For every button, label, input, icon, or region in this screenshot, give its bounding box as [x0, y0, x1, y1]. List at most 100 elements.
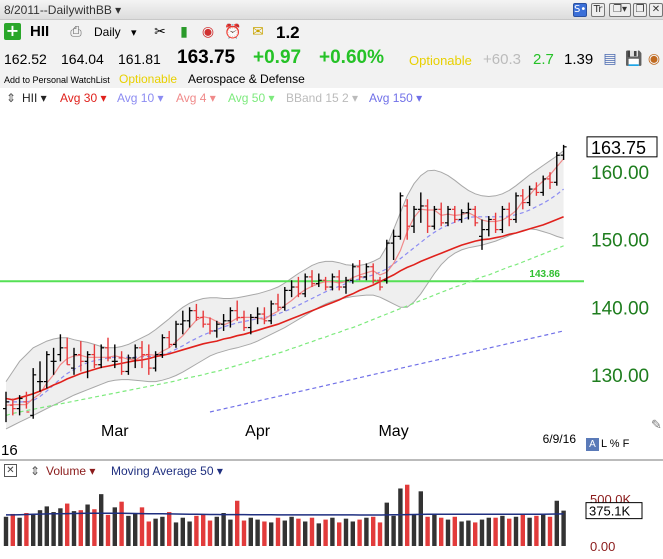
ohlc-bar — [547, 172, 553, 190]
period-select[interactable]: Daily — [94, 25, 121, 39]
ohlc-bar — [71, 347, 77, 375]
pencil-icon[interactable]: ✎ — [651, 418, 662, 433]
volume-axis-tick: 0.00 — [590, 539, 615, 554]
legend-avg50[interactable]: Avg 50 ▾ — [228, 91, 275, 105]
legend-bband[interactable]: BBand 15 2 ▾ — [286, 91, 359, 105]
volume-bar — [350, 521, 355, 546]
avg50-line — [5, 245, 564, 416]
ohlc-bar — [445, 205, 451, 227]
volume-bar — [24, 513, 29, 546]
volume-bar — [337, 522, 342, 546]
volume-bar — [296, 518, 301, 546]
last-price: 163.75 — [177, 47, 236, 68]
ratio-value: 1.2 — [276, 23, 300, 42]
legend-avg30[interactable]: Avg 30 ▾ — [60, 91, 107, 105]
ohlc-bar — [506, 202, 513, 227]
legend-volume[interactable]: Volume ▾ — [46, 464, 96, 478]
draw-tool-icon[interactable]: ✂ — [154, 24, 166, 40]
last-price-box — [586, 136, 658, 158]
add-watchlist-link[interactable]: Add to Personal WatchList — [4, 75, 110, 85]
ohlc-bar — [336, 270, 343, 291]
legend-avg4[interactable]: Avg 4 ▾ — [176, 91, 216, 105]
legend-avg150[interactable]: Avg 150 ▾ — [369, 91, 423, 105]
volume-ma-line — [6, 512, 564, 516]
price-chart[interactable]: 143.86 130.00 140.00 150.00 160.00 163.75 Mar… — [0, 108, 663, 459]
close-panel-icon[interactable]: ✕ — [4, 464, 17, 477]
close-icon[interactable]: ✕ — [649, 3, 663, 17]
volume-bar — [432, 513, 437, 546]
volume-bar — [65, 503, 70, 546]
palette-icon[interactable]: ◉ — [647, 51, 661, 67]
volume-bar — [398, 488, 403, 546]
ohlc-bar — [315, 273, 322, 288]
ohlc-bar — [145, 344, 152, 375]
ohlc-bar — [43, 351, 50, 389]
legend-symbol[interactable]: HII ▾ — [22, 91, 47, 105]
ohlc-bar — [220, 314, 227, 331]
volume-bar — [214, 516, 219, 546]
ohlc-bar — [404, 199, 411, 240]
maximize-icon[interactable]: ❐ — [633, 3, 647, 17]
save-icon[interactable]: 💾 — [625, 51, 643, 67]
volume-bar — [452, 516, 457, 546]
legend-avg10[interactable]: Avg 10 ▾ — [117, 91, 164, 105]
volume-bar — [85, 504, 90, 546]
volume-bar — [58, 508, 63, 546]
legend-caret-icon[interactable]: ⇕ — [6, 91, 17, 105]
volume-bar — [377, 522, 383, 546]
symbol-field[interactable]: HII — [30, 23, 50, 40]
print-icon[interactable]: ⎙ — [70, 24, 82, 40]
industry-label[interactable]: Aerospace & Defense — [188, 72, 305, 86]
volume-bar — [466, 520, 471, 546]
a-box[interactable]: A — [586, 438, 599, 451]
volume-last-label: 375.1K — [589, 504, 631, 519]
candle-icon[interactable]: ▮ — [180, 24, 188, 40]
volume-bar — [167, 512, 172, 546]
volume-bar — [187, 521, 192, 546]
target-icon[interactable]: ◉ — [201, 24, 215, 40]
chevron-down-icon[interactable]: ▾ — [131, 27, 137, 39]
ohlc-bar — [431, 205, 438, 230]
volume-bar — [44, 506, 49, 546]
database-icon[interactable]: ▤ — [603, 51, 617, 67]
ohlc-bar — [213, 320, 220, 338]
ohlc-bar — [390, 229, 397, 260]
volume-caret-icon[interactable]: ⇕ — [30, 464, 41, 478]
volume-bar — [486, 517, 491, 546]
text-tool-icon[interactable]: Tr — [591, 3, 605, 17]
chart-title-menu[interactable]: 8/2011--DailywithBB ▾ — [4, 3, 122, 17]
legend-volume-ma[interactable]: Moving Average 50 ▾ — [111, 464, 223, 478]
window-menu-icon[interactable]: ❐▾ — [609, 3, 631, 17]
volume-bar — [309, 517, 315, 546]
panel-divider[interactable] — [0, 459, 663, 461]
volume-bar — [207, 520, 213, 546]
date-axis-tick: May — [378, 423, 408, 440]
add-symbol-icon[interactable]: + — [4, 21, 21, 40]
volume-bar — [513, 516, 519, 546]
volume-bar — [262, 521, 267, 546]
year-label: 16 — [1, 442, 18, 459]
ohlc-bar — [3, 391, 9, 423]
ohlc-bar — [173, 320, 179, 348]
bband-lower-line — [5, 228, 564, 430]
ohlc-bar — [411, 205, 417, 233]
volume-bar — [241, 520, 247, 546]
last-price-tag: 163.75 — [591, 138, 646, 158]
note-icon[interactable]: ✉ — [252, 24, 264, 40]
price-change: +0.97 — [253, 47, 302, 68]
ohlc-bar — [16, 395, 23, 416]
volume-bar — [330, 517, 335, 546]
ohlc-bar — [91, 344, 98, 369]
volume-bar — [391, 515, 396, 546]
alarm-icon[interactable]: ⏰ — [224, 24, 242, 40]
volume-bar — [31, 514, 36, 546]
volume-bar — [99, 494, 104, 546]
price-change-pct: +0.60% — [319, 47, 384, 68]
snap-icon[interactable]: S• — [573, 3, 587, 17]
alf-toggles[interactable]: L % F — [601, 438, 630, 450]
ohlc-bar — [186, 307, 193, 328]
volume-bar — [201, 513, 206, 546]
ohlc-bar — [152, 351, 159, 372]
ohlc-bar — [329, 273, 336, 291]
